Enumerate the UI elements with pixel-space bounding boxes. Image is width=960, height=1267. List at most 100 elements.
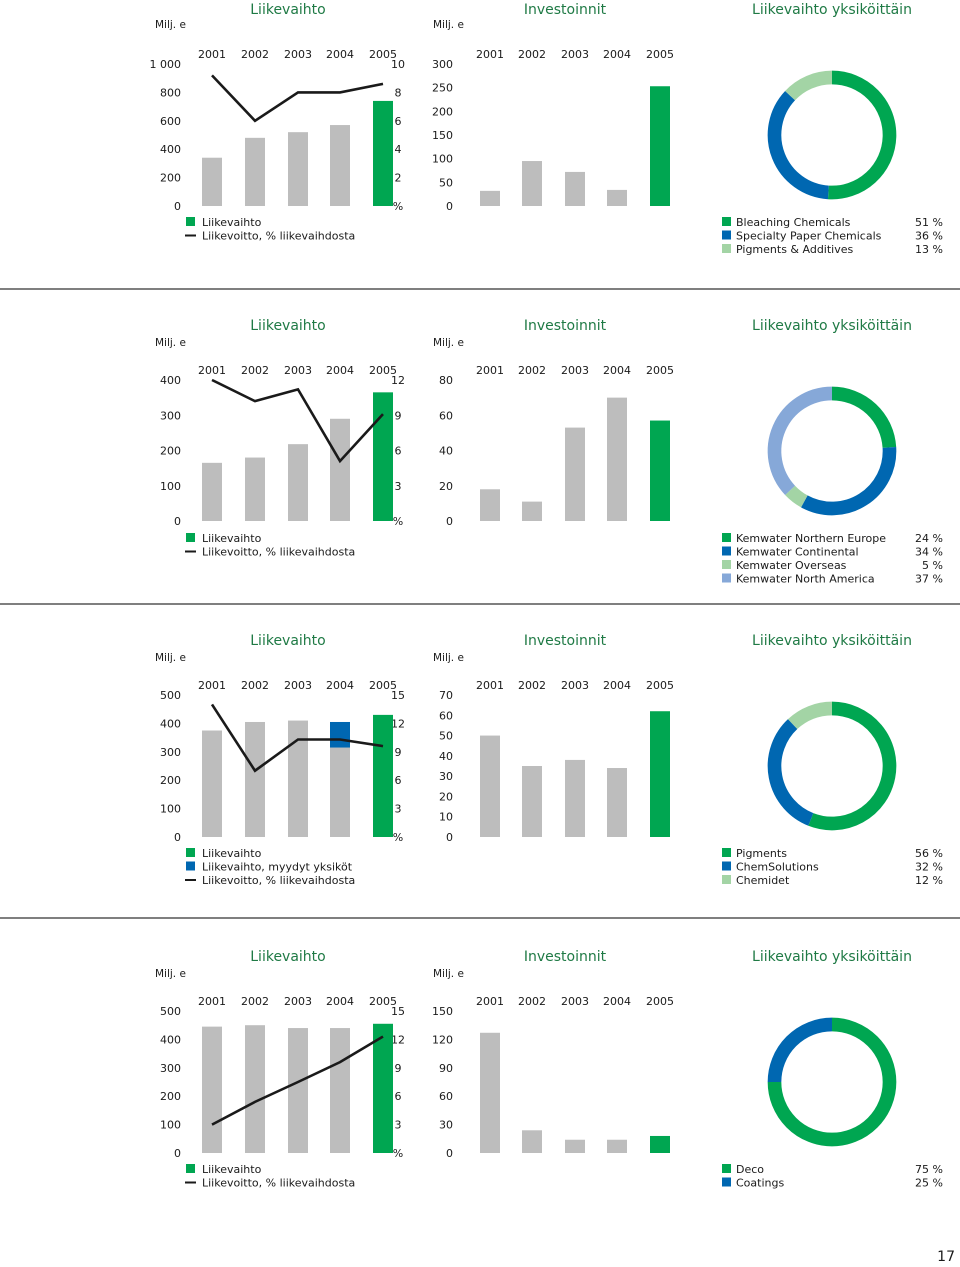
y-tick-label: 40 [439, 750, 453, 763]
bar [522, 501, 542, 521]
y-tick-label: 70 [439, 689, 453, 702]
legend-label: ChemSolutions [736, 861, 819, 874]
bar [288, 132, 308, 206]
bar-sold-units [330, 721, 350, 748]
y-tick-label: 20 [439, 790, 453, 803]
chart-title: Liikevaihto [250, 318, 325, 334]
x-category-label: 2002 [241, 679, 269, 692]
bar [373, 100, 393, 206]
bar [565, 427, 585, 521]
y-tick-label: 0 [446, 831, 453, 844]
legend-percent: 13 % [915, 243, 943, 256]
chart-title: Liikevaihto yksiköittäin [752, 633, 912, 649]
bar [330, 125, 350, 206]
legend-swatch [722, 533, 731, 542]
legend-label: Liikevaihto [202, 847, 262, 860]
x-category-label: 2001 [476, 679, 504, 692]
bar [245, 457, 265, 521]
bar [245, 721, 265, 837]
y2-tick-label: 3 [395, 480, 402, 493]
legend-label: Deco [736, 1163, 764, 1176]
pie-slice [787, 701, 833, 730]
bar [480, 190, 500, 206]
bar [565, 759, 585, 837]
y2-tick-label: 9 [395, 746, 402, 759]
y-tick-label: 500 [160, 689, 181, 702]
legend-percent: 34 % [915, 546, 943, 559]
y-tick-label: 0 [174, 200, 181, 213]
axis-unit-left: Milj. e [433, 652, 464, 664]
axis-unit-left: Milj. e [155, 19, 186, 31]
x-category-label: 2003 [561, 48, 589, 61]
x-category-label: 2001 [198, 364, 226, 377]
legend-label: Liikevoitto, % liikevaihdosta [202, 1177, 355, 1190]
chart-title: Investoinnit [524, 633, 607, 649]
legend-label: Coatings [736, 1177, 784, 1190]
y2-tick-label: 6 [395, 115, 402, 128]
x-category-label: 2001 [476, 364, 504, 377]
bar [607, 189, 627, 206]
x-category-label: 2003 [284, 364, 312, 377]
y-tick-label: 100 [432, 153, 453, 166]
y2-tick-label: 2 [395, 172, 402, 185]
bar [202, 462, 222, 521]
legend-label: Bleaching Chemicals [736, 216, 851, 229]
y2-tick-label: 6 [395, 774, 402, 787]
y2-unit: % [393, 200, 403, 213]
y-tick-label: 60 [439, 409, 453, 422]
bar [522, 161, 542, 206]
bar [202, 1026, 222, 1153]
bar [650, 86, 670, 206]
legend-swatch [722, 1177, 731, 1187]
legend-label: Specialty Paper Chemicals [736, 230, 882, 243]
y-tick-label: 80 [439, 374, 453, 387]
chart-title: Liikevaihto yksiköittäin [752, 2, 912, 18]
legend-swatch [186, 1164, 195, 1173]
bar [480, 489, 500, 521]
y-tick-label: 800 [160, 86, 181, 99]
x-category-label: 2001 [198, 995, 226, 1008]
bar [288, 1028, 308, 1153]
legend-swatch [722, 848, 731, 857]
bar [330, 418, 350, 521]
x-category-label: 2005 [369, 364, 397, 377]
y-tick-label: 1 000 [150, 58, 182, 71]
chart-title: Liikevaihto [250, 633, 325, 649]
pie-slice [767, 90, 830, 200]
y-tick-label: 100 [160, 480, 181, 493]
x-category-label: 2005 [369, 679, 397, 692]
y2-unit: % [393, 515, 403, 528]
pie-slice [831, 386, 897, 449]
y-tick-label: 300 [160, 1062, 181, 1075]
legend-percent: 56 % [915, 847, 943, 860]
y2-tick-label: 3 [395, 1119, 402, 1132]
bar [650, 420, 670, 521]
x-category-label: 2005 [646, 48, 674, 61]
y-tick-label: 0 [446, 515, 453, 528]
y-tick-label: 400 [160, 1033, 181, 1046]
legend-swatch [722, 1164, 731, 1173]
axis-unit-left: Milj. e [433, 968, 464, 980]
pie-slice [767, 719, 814, 826]
y-tick-label: 200 [432, 105, 453, 118]
y2-tick-label: 6 [395, 445, 402, 458]
legend-percent: 51 % [915, 216, 943, 229]
axis-unit-left: Milj. e [433, 19, 464, 31]
legend-percent: 5 % [922, 559, 943, 572]
legend-label: Pigments & Additives [736, 243, 853, 256]
bar [202, 157, 222, 206]
x-category-label: 2001 [198, 679, 226, 692]
y-tick-label: 0 [446, 200, 453, 213]
x-category-label: 2002 [518, 364, 546, 377]
x-category-label: 2004 [326, 48, 354, 61]
legend-label: Liikevaihto, myydyt yksiköt [202, 861, 353, 874]
bar [480, 735, 500, 837]
legend-label: Liikevaihto [202, 532, 262, 545]
bar [245, 1025, 265, 1153]
y-tick-label: 120 [432, 1033, 453, 1046]
x-category-label: 2004 [326, 364, 354, 377]
y-tick-label: 50 [439, 730, 453, 743]
x-category-label: 2001 [476, 995, 504, 1008]
x-category-label: 2004 [326, 995, 354, 1008]
x-category-label: 2004 [603, 364, 631, 377]
